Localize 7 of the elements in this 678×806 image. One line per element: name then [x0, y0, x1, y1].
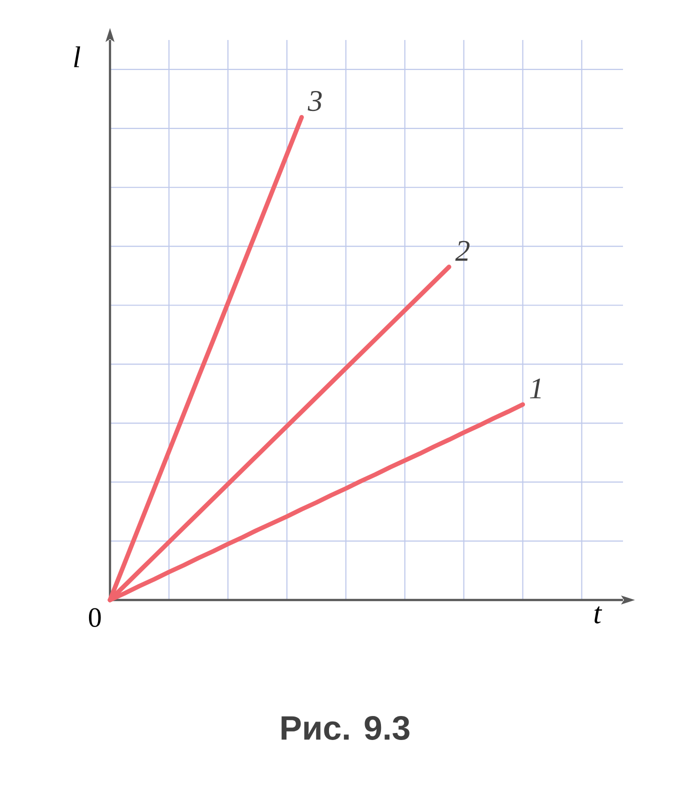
series-label: 2 [455, 240, 470, 261]
series-label: 3 [308, 90, 322, 112]
y-axis-title: l [74, 46, 80, 68]
text: 0 [88, 608, 101, 627]
text: Рис. 9.3 [282, 716, 410, 740]
series-label: 1 [530, 378, 541, 398]
x-axis-title: t [594, 606, 602, 624]
